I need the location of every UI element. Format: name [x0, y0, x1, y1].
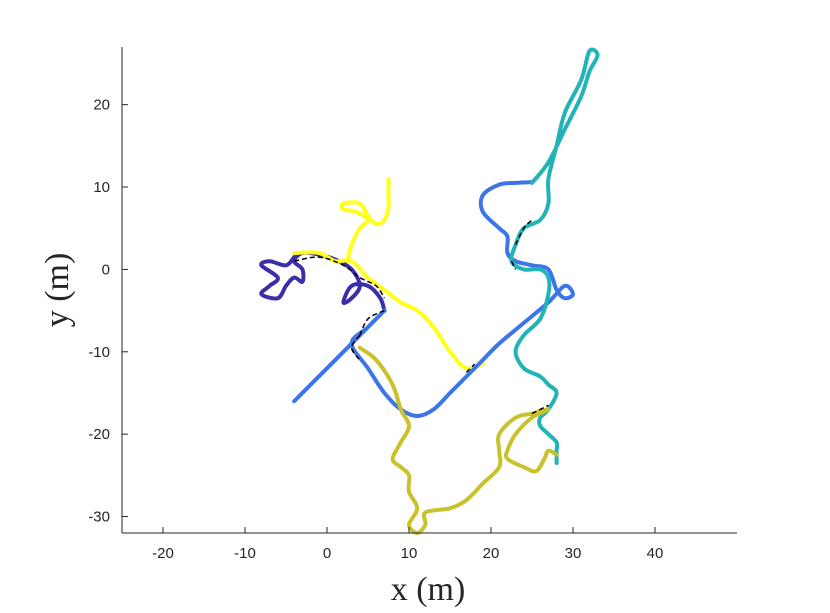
trajectory-line-6 [357, 345, 559, 535]
x-tick-label: -10 [234, 545, 256, 562]
trajectory-line-1 [259, 250, 387, 313]
plot-area [259, 47, 600, 535]
y-tick-label: -20 [88, 426, 110, 443]
trajectory-line-2 [292, 250, 485, 371]
x-tick-label: 30 [565, 545, 582, 562]
loop-closure-links [294, 219, 549, 415]
link-line-6 [510, 260, 517, 270]
y-tick-label: -10 [88, 344, 110, 361]
y-tick-label: 10 [93, 179, 110, 196]
trajectory-line-5 [509, 47, 600, 465]
link-line-1 [294, 256, 386, 299]
y-axis-ticks: -30 -20 -10 0 10 20 [88, 97, 128, 526]
x-axis-label: x (m) [391, 571, 466, 608]
trajectory-series [259, 47, 600, 535]
x-tick-label: -20 [152, 545, 174, 562]
y-tick-label: -30 [88, 509, 110, 526]
x-tick-label: 10 [401, 545, 418, 562]
trajectory-line-3 [339, 176, 391, 264]
x-tick-label: 0 [323, 545, 331, 562]
x-tick-label: 20 [483, 545, 500, 562]
link-line-2 [350, 334, 361, 361]
y-axis-label: y (m) [39, 253, 76, 328]
x-axis-ticks: -20 -10 0 10 20 30 40 [152, 527, 663, 562]
y-tick-label: 0 [102, 261, 110, 278]
x-tick-label: 40 [647, 545, 664, 562]
link-line-3 [359, 309, 385, 336]
y-tick-label: 20 [93, 97, 110, 114]
link-line-5 [514, 219, 533, 246]
trajectory-line-4 [292, 180, 575, 418]
link-line-7 [531, 404, 549, 415]
link-line-4 [465, 363, 476, 373]
